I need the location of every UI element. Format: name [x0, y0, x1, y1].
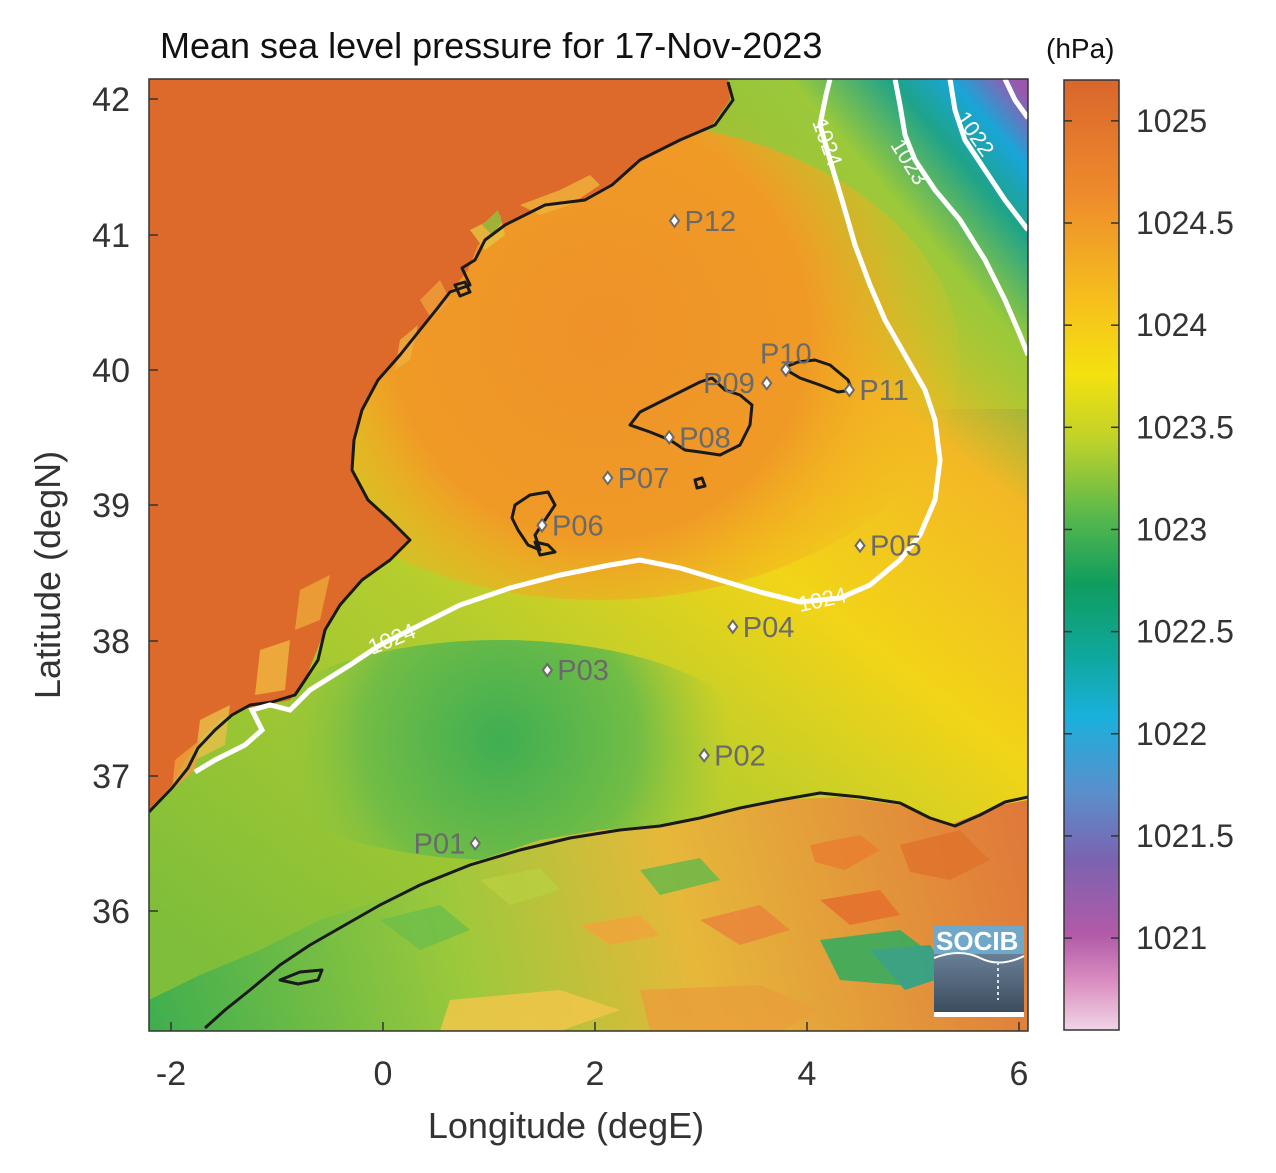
station-label-p06: P06	[552, 510, 604, 542]
x-tick-label: 2	[586, 1055, 605, 1093]
station-marker-p10	[780, 361, 792, 378]
x-axis-title: Longitude (degE)	[428, 1105, 704, 1146]
africa-coastline	[203, 791, 1028, 1030]
africa-terrain-patches	[380, 830, 990, 1031]
colorbar-tick-label: 1022	[1136, 716, 1207, 752]
station-marker-p12	[668, 213, 681, 229]
colorbar-tick-label: 1021	[1136, 920, 1207, 956]
colorbar-tick-label: 1024.5	[1136, 205, 1234, 241]
station-marker-p08	[663, 429, 675, 445]
iberia-land	[149, 79, 730, 810]
y-tick-labels: 42 41 40 39 38 37 36	[92, 81, 130, 931]
socib-logo-header	[934, 926, 1024, 954]
station-marker-p02	[698, 747, 710, 764]
coastlines	[149, 81, 1028, 1030]
y-tick-label: 40	[92, 352, 130, 390]
map-frame	[148, 78, 1029, 1032]
map-field	[149, 79, 1028, 1031]
station-marker-p11	[843, 382, 856, 398]
colorbar: 1025 1024.5 1024 1023.5 1023 1022.5 1022 1021.5…	[1063, 79, 1234, 1031]
mallorca-coastline	[628, 376, 754, 457]
north-africa-land	[149, 797, 1028, 1031]
station-marker-p03	[541, 662, 554, 678]
station-label-p02: P02	[714, 740, 766, 772]
colorbar-ramp	[1063, 79, 1120, 1031]
station-label-p01: P01	[414, 828, 466, 860]
colorbar-tick-label: 1023.5	[1136, 409, 1234, 445]
station-marker-p07	[601, 470, 614, 486]
station-marker-p09	[760, 375, 773, 391]
x-tick-labels: -2 0 2 4 6	[156, 1055, 1029, 1093]
station-label-p07: P07	[618, 463, 670, 495]
station-label-p05: P05	[870, 531, 922, 563]
y-tick-label: 37	[92, 758, 130, 796]
contour-1024-south	[193, 79, 943, 775]
station-label-p03: P03	[557, 655, 609, 687]
ibiza-coastline	[510, 490, 557, 552]
x-tick-label: 4	[798, 1055, 817, 1093]
y-axis-title: Latitude (degN)	[27, 451, 68, 699]
colorbar-tick-labels: 1025 1024.5 1024 1023.5 1023 1022.5 1022 1021.5…	[1136, 103, 1234, 956]
colorbar-unit-label: (hPa)	[1046, 33, 1114, 64]
alboran-coastline	[278, 968, 324, 986]
y-tick-label: 42	[92, 81, 130, 119]
y-tick-label: 36	[92, 893, 130, 931]
figure-title: Mean sea level pressure for 17-Nov-2023	[160, 25, 822, 66]
station-marker-p04	[727, 619, 739, 635]
columbretes-coastline	[453, 280, 472, 298]
x-tick-label: 6	[1010, 1055, 1029, 1093]
y-tick-label: 39	[92, 487, 130, 525]
contour-1023	[892, 79, 1028, 356]
colorbar-tick-label: 1022.5	[1136, 614, 1234, 650]
colorbar-tick-label: 1024	[1136, 307, 1207, 343]
cabrera-coastline	[693, 476, 707, 490]
contour-1022	[947, 79, 1028, 232]
station-label-p12: P12	[685, 206, 737, 238]
station-label-p09: P09	[703, 368, 755, 400]
station-label-p08: P08	[679, 422, 731, 454]
contour-1022-corner	[1002, 79, 1028, 120]
socib-logo-text: SOCIB	[936, 926, 1018, 956]
x-tick-label: 0	[374, 1055, 393, 1093]
green-low-field	[240, 640, 760, 860]
station-marker-p06	[536, 517, 548, 533]
x-tick-label: -2	[156, 1055, 186, 1093]
colorbar-tick-label: 1025	[1136, 103, 1207, 139]
socib-logo-baseline	[934, 1012, 1024, 1017]
y-tick-label: 38	[92, 623, 130, 661]
iberia-coast-fringe	[172, 175, 600, 790]
colorbar-tick-marks	[1064, 120, 1119, 939]
y-tick-label: 41	[92, 217, 130, 255]
socib-logo: SOCIB	[933, 926, 1025, 1017]
colorbar-tick-label: 1021.5	[1136, 818, 1234, 854]
station-label-p10: P10	[760, 339, 812, 371]
socib-logo-wave	[933, 952, 1025, 964]
axis-tick-marks	[149, 98, 1020, 1031]
station-label-p11: P11	[859, 375, 908, 407]
station-label-p04: P04	[743, 612, 795, 644]
station-marker-p05	[854, 537, 866, 554]
colorbar-tick-label: 1023	[1136, 511, 1207, 547]
pressure-contours	[193, 79, 1028, 775]
iberia-coastline	[149, 81, 735, 814]
station-marker-p01	[469, 835, 481, 851]
formentera-coastline	[533, 540, 557, 557]
